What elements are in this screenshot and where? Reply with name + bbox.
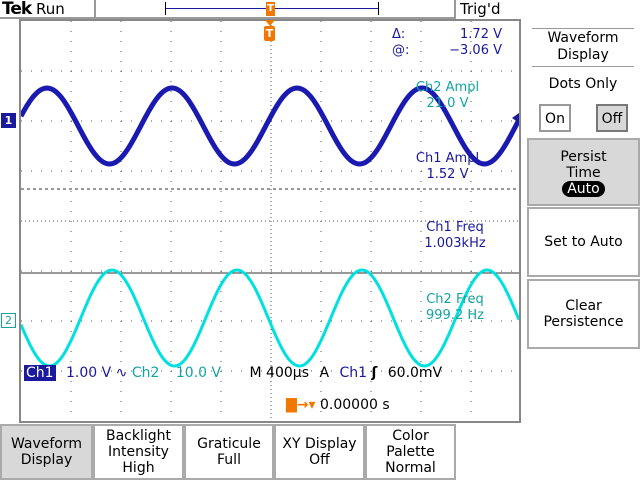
measurement-ch2-freq: Ch2 Freq 999.2 Hz [426, 292, 484, 323]
rising-edge-icon: ʃ [371, 365, 378, 381]
measurement-ch2-ampl: Ch2 Ampl 21.0 V [415, 80, 480, 111]
trigger-source: Ch1 [339, 365, 368, 381]
divider [532, 28, 634, 29]
coupling-icon: ∿ [115, 365, 128, 381]
set-to-auto-button[interactable]: Set to Auto [527, 207, 640, 277]
trigger-position-readout: ▇→▾ 0.00000 s [286, 397, 390, 413]
acquisition-state: Run [36, 0, 65, 18]
bottom-color-palette-button[interactable]: Color Palette Normal [365, 424, 456, 480]
dots-only-on-button[interactable]: On [539, 104, 571, 132]
timebase: M 400µs [249, 365, 309, 381]
persist-time-button[interactable]: Persist Time Auto [527, 138, 640, 206]
cursor-readout: Δ: 1.72 V @: −3.06 V [392, 27, 502, 59]
ch2-waveform [19, 268, 521, 368]
ch1-scale: 1.00 V [66, 365, 112, 381]
ch2-label[interactable]: Ch2 [131, 365, 160, 381]
trigger-point-marker [265, 20, 275, 26]
side-menu-title: Waveform Display [547, 30, 619, 63]
trigger-offset-icon: ▇→▾ [286, 397, 316, 413]
delta-value: 1.72 V [460, 27, 502, 42]
trigger-position-value: 0.00000 s [319, 397, 390, 413]
divider [95, 17, 455, 19]
measurement-ch1-freq: Ch1 Freq 1.003kHz [424, 220, 486, 251]
clear-persistence-button[interactable]: Clear Persistence [527, 279, 640, 349]
ch1-waveform [18, 85, 522, 167]
divider [0, 17, 95, 19]
trigger-position-marker: T [266, 2, 275, 16]
ch1-ground-marker[interactable]: 1 [1, 113, 16, 128]
persist-time-value: Auto [562, 181, 605, 197]
dots-only-label: Dots Only [548, 76, 618, 92]
bottom-waveform-display-button[interactable]: Waveform Display [0, 424, 93, 480]
ch2-scale: 10.0 V [175, 365, 222, 381]
at-label: @: [392, 43, 410, 58]
bottom-xy-display-button[interactable]: XY Display Off [274, 424, 365, 480]
measurement-ch1-ampl: Ch1 Ampl 1.52 V [415, 151, 480, 182]
trigger-mode: A [319, 365, 330, 381]
at-value: −3.06 V [449, 43, 502, 58]
trigger-level: 60.0mV [387, 365, 443, 381]
dots-only-off-button[interactable]: Off [596, 104, 628, 132]
ch1-trigger-level-arrow-icon [512, 113, 519, 123]
trigger-time-marker: T [264, 26, 275, 41]
persist-time-label: Persist Time [560, 149, 612, 181]
waveform-area [18, 21, 522, 421]
ch1-label[interactable]: Ch1 [24, 365, 56, 381]
bottom-backlight-intensity-button[interactable]: Backlight Intensity High [93, 424, 184, 480]
tek-logo: Tek [2, 0, 32, 19]
divider [454, 0, 456, 19]
ch2-ground-marker[interactable]: 2 [1, 313, 16, 328]
divider [94, 0, 96, 19]
divider [532, 66, 634, 67]
delta-label: Δ: [392, 27, 406, 42]
status-bar: Ch1 1.00 V ∿ Ch2 10.0 V M 400µs A Ch1 ʃ … [24, 365, 442, 381]
trigger-status: Trig'd [460, 0, 501, 18]
bottom-graticule-button[interactable]: Graticule Full [184, 424, 274, 480]
